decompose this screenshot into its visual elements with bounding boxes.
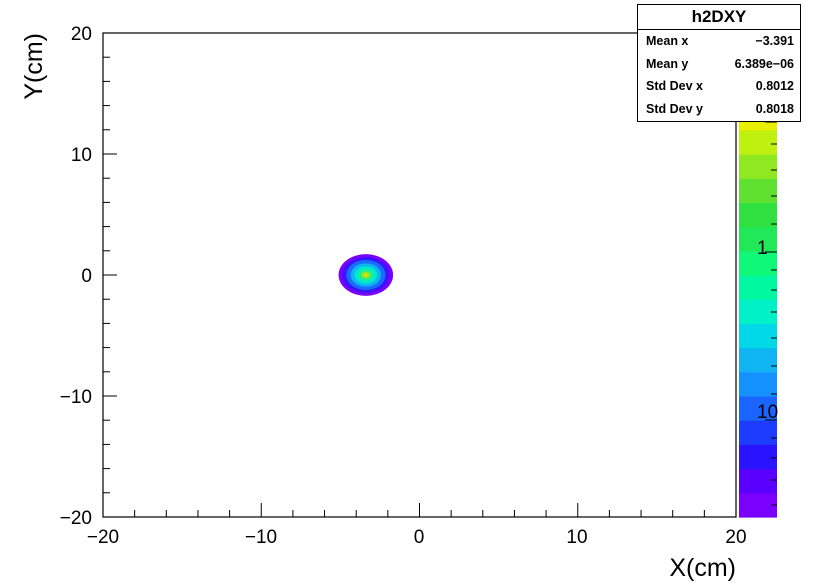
stats-value: 6.389e−06 [734,56,794,71]
palette-cell [739,202,777,228]
palette-cell [739,420,777,445]
stats-row: Std Dev y 0.8018 [638,98,800,121]
palette-cell [739,371,777,397]
y-tick-label: −10 [60,387,92,408]
x-tick-label: 0 [414,527,425,548]
y-tick-label: 20 [71,24,92,45]
palette-cell [739,299,777,324]
palette-cell [739,154,777,179]
y-axis-title: Y(cm) [20,33,48,100]
palette-cell [739,444,777,470]
stats-row: Mean x −3.391 [638,30,800,53]
stats-box: h2DXY Mean x −3.391 Mean y 6.389e−06 Std… [637,4,801,122]
palette-cell [739,178,777,203]
x-axis-title: X(cm) [669,554,736,582]
palette-cell [739,250,777,276]
stats-label: Mean x [646,34,689,49]
stats-row: Std Dev x 0.8012 [638,75,800,98]
x-tick-label: −20 [87,527,119,548]
palette-cell [739,226,777,252]
x-tick-label: 20 [725,527,746,548]
y-tick-label: 10 [71,145,92,166]
stats-title: h2DXY [638,5,800,30]
stats-row: Mean y 6.389e−06 [638,53,800,76]
z-tick-label: 1 [757,238,768,259]
x-tick-label: −10 [245,527,277,548]
stats-label: Mean y [646,56,689,71]
y-tick-label: −20 [60,508,92,529]
palette-cell [739,492,777,518]
palette-cell [739,468,777,494]
palette-cell [739,396,777,421]
stats-label: Std Dev x [646,79,703,94]
stats-value: −3.391 [755,34,794,49]
palette-cell [739,129,777,155]
x-tick-label: 10 [566,527,587,548]
axis-ticks [102,32,737,518]
stats-value: 0.8012 [755,79,794,94]
stats-value: 0.8018 [755,101,794,116]
palette-cell [739,323,777,349]
z-tick-label: 10 [757,402,778,423]
stats-label: Std Dev y [646,101,703,116]
palette-cell [739,347,777,373]
color-palette-bar [739,33,777,518]
beam-spot [338,254,394,296]
spot-contour [363,273,368,277]
palette-cell [739,275,777,300]
y-tick-label: 0 [81,266,92,287]
